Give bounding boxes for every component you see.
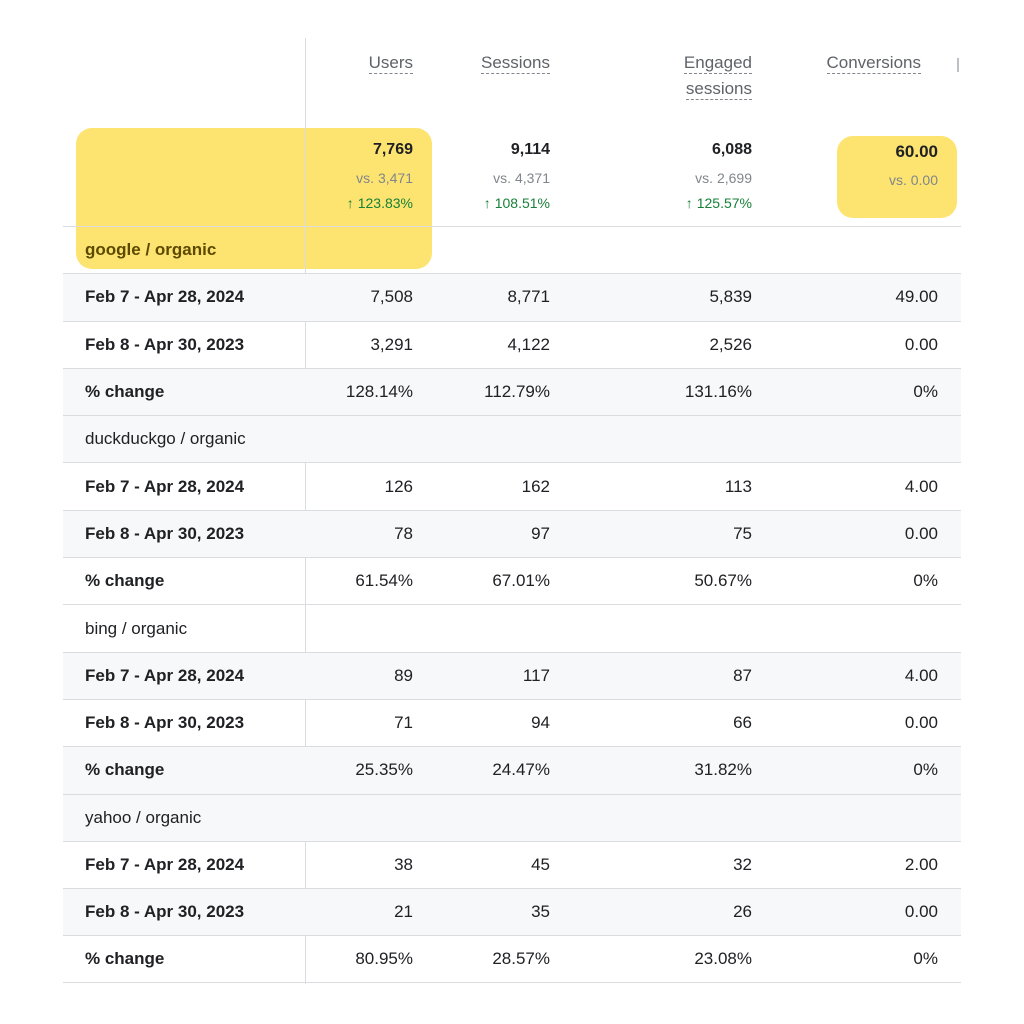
cell-users: 25.35%: [355, 760, 413, 780]
row-label: % change: [85, 382, 165, 402]
group-label: yahoo / organic: [85, 807, 202, 827]
total-users: 7,769 vs. 3,471 ↑ 123.83%: [346, 141, 413, 211]
cell-engaged-sessions: 5,839: [709, 287, 752, 307]
cell-conversions: 0%: [913, 382, 938, 402]
cell-sessions: 67.01%: [492, 571, 550, 591]
table-row: Feb 7 - Apr 28, 2024 126 162 113 4.00: [63, 462, 961, 509]
highlight-users-total: [76, 128, 432, 269]
table-row: Feb 8 - Apr 30, 2023 71 94 66 0.00: [63, 698, 961, 746]
table-row: Feb 8 - Apr 30, 2023 78 97 75 0.00: [63, 509, 961, 558]
cell-engaged-sessions: 23.08%: [694, 949, 752, 969]
report-table: Users Sessions Engaged sessions Conversi…: [63, 38, 961, 984]
totals-row: 7,769 vs. 3,471 ↑ 123.83% 9,114 vs. 4,371…: [63, 126, 961, 226]
cell-users: 126: [384, 476, 413, 496]
group-label: duckduckgo / organic: [85, 429, 246, 449]
cell-conversions: 4.00: [904, 476, 938, 496]
cell-sessions: 24.47%: [492, 760, 550, 780]
row-label: Feb 7 - Apr 28, 2024: [85, 855, 245, 874]
row-label: Feb 7 - Apr 28, 2024: [85, 665, 245, 685]
group-row[interactable]: duckduckgo / organic: [63, 415, 961, 463]
group-row[interactable]: bing / organic: [63, 604, 961, 651]
arrow-up-icon: ↑: [483, 195, 491, 211]
cell-sessions: 4,122: [507, 334, 550, 354]
cell-sessions: 35: [531, 902, 550, 922]
total-conversions: 60.00 vs. 0.00: [888, 142, 938, 188]
row-label: % change: [85, 949, 165, 969]
cell-conversions: 0%: [913, 949, 938, 969]
cell-engaged-sessions: 50.67%: [694, 571, 752, 591]
row-label: Feb 8 - Apr 30, 2023: [85, 713, 245, 733]
table-row: Feb 7 - Apr 28, 2024 7,508 8,771 5,839 49.00: [63, 273, 961, 321]
cell-users: 3,291: [370, 334, 413, 354]
cell-engaged-sessions: 131.16%: [684, 382, 752, 402]
cell-engaged-sessions: 75: [733, 523, 752, 543]
group-label: google / organic: [85, 240, 217, 260]
group-label: bing / organic: [85, 618, 188, 638]
group-row[interactable]: yahoo / organic: [63, 793, 961, 841]
table-row: % change 128.14% 112.79% 131.16% 0%: [63, 367, 961, 416]
cell-sessions: 28.57%: [492, 949, 550, 969]
cell-users: 89: [394, 665, 413, 685]
table-header: Users Sessions Engaged sessions Conversi…: [63, 38, 961, 126]
cell-conversions: 2.00: [904, 855, 938, 874]
table-row: % change 61.54% 67.01% 50.67% 0%: [63, 557, 961, 604]
cell-users: 38: [394, 855, 413, 874]
cell-sessions: 117: [522, 665, 550, 685]
total-sessions: 9,114 vs. 4,371 ↑ 108.51%: [483, 141, 550, 211]
cell-engaged-sessions: 2,526: [709, 334, 752, 354]
cell-users: 61.54%: [355, 571, 413, 591]
cell-users: 21: [394, 902, 413, 922]
table-row: Feb 8 - Apr 30, 2023 21 35 26 0.00: [63, 888, 961, 936]
cell-conversions: 0.00: [904, 523, 938, 543]
cell-sessions: 162: [521, 476, 550, 496]
cell-sessions: 97: [531, 523, 550, 543]
cell-sessions: 8,771: [507, 287, 550, 307]
table-body: google / organic Feb 7 - Apr 28, 2024 7,50…: [63, 226, 961, 983]
cell-conversions: 4.00: [904, 665, 938, 685]
cell-users: 78: [394, 523, 413, 543]
table-row: % change 80.95% 28.57% 23.08% 0%: [63, 935, 961, 983]
cell-conversions: 49.00: [895, 287, 938, 307]
cell-engaged-sessions: 32: [733, 855, 752, 874]
arrow-up-icon: ↑: [346, 195, 354, 211]
row-label: Feb 7 - Apr 28, 2024: [85, 287, 245, 307]
row-label: % change: [85, 760, 165, 780]
cell-conversions: 0%: [913, 571, 938, 591]
cell-engaged-sessions: 31.82%: [694, 760, 752, 780]
row-label: Feb 8 - Apr 30, 2023: [85, 523, 245, 543]
highlight-conversions-total: [837, 136, 957, 218]
column-header-engaged-sessions[interactable]: Engaged sessions: [683, 53, 752, 100]
table-row: Feb 7 - Apr 28, 2024 38 45 32 2.00: [63, 840, 961, 888]
arrow-up-icon: ↑: [685, 195, 693, 211]
cell-engaged-sessions: 26: [733, 902, 752, 922]
cell-users: 7,508: [370, 287, 413, 307]
group-row[interactable]: google / organic: [63, 226, 961, 273]
cell-conversions: 0.00: [904, 334, 938, 354]
table-row: Feb 8 - Apr 30, 2023 3,291 4,122 2,526 0.00: [63, 320, 961, 368]
row-label: % change: [85, 571, 165, 591]
column-header-sessions[interactable]: Sessions: [481, 53, 550, 74]
cell-engaged-sessions: 113: [724, 476, 752, 496]
cell-sessions: 94: [531, 713, 550, 733]
cell-engaged-sessions: 87: [733, 665, 752, 685]
row-label: Feb 8 - Apr 30, 2023: [85, 902, 245, 922]
cell-conversions: 0.00: [904, 902, 938, 922]
column-header-overflow: [957, 58, 959, 72]
cell-users: 128.14%: [345, 382, 413, 402]
cell-conversions: 0.00: [904, 713, 938, 733]
cell-users: 80.95%: [355, 949, 413, 969]
row-label: Feb 8 - Apr 30, 2023: [85, 334, 245, 354]
column-header-users[interactable]: Users: [368, 53, 413, 74]
cell-sessions: 45: [531, 855, 550, 874]
cell-users: 71: [394, 713, 413, 733]
total-engaged-sessions: 6,088 vs. 2,699 ↑ 125.57%: [685, 141, 752, 211]
row-label: Feb 7 - Apr 28, 2024: [85, 476, 245, 496]
cell-engaged-sessions: 66: [733, 713, 752, 733]
column-header-conversions[interactable]: Conversions: [826, 53, 921, 74]
table-row: Feb 7 - Apr 28, 2024 89 117 87 4.00: [63, 651, 961, 699]
cell-sessions: 112.79%: [484, 382, 550, 402]
cell-conversions: 0%: [913, 760, 938, 780]
table-row: % change 25.35% 24.47% 31.82% 0%: [63, 746, 961, 794]
